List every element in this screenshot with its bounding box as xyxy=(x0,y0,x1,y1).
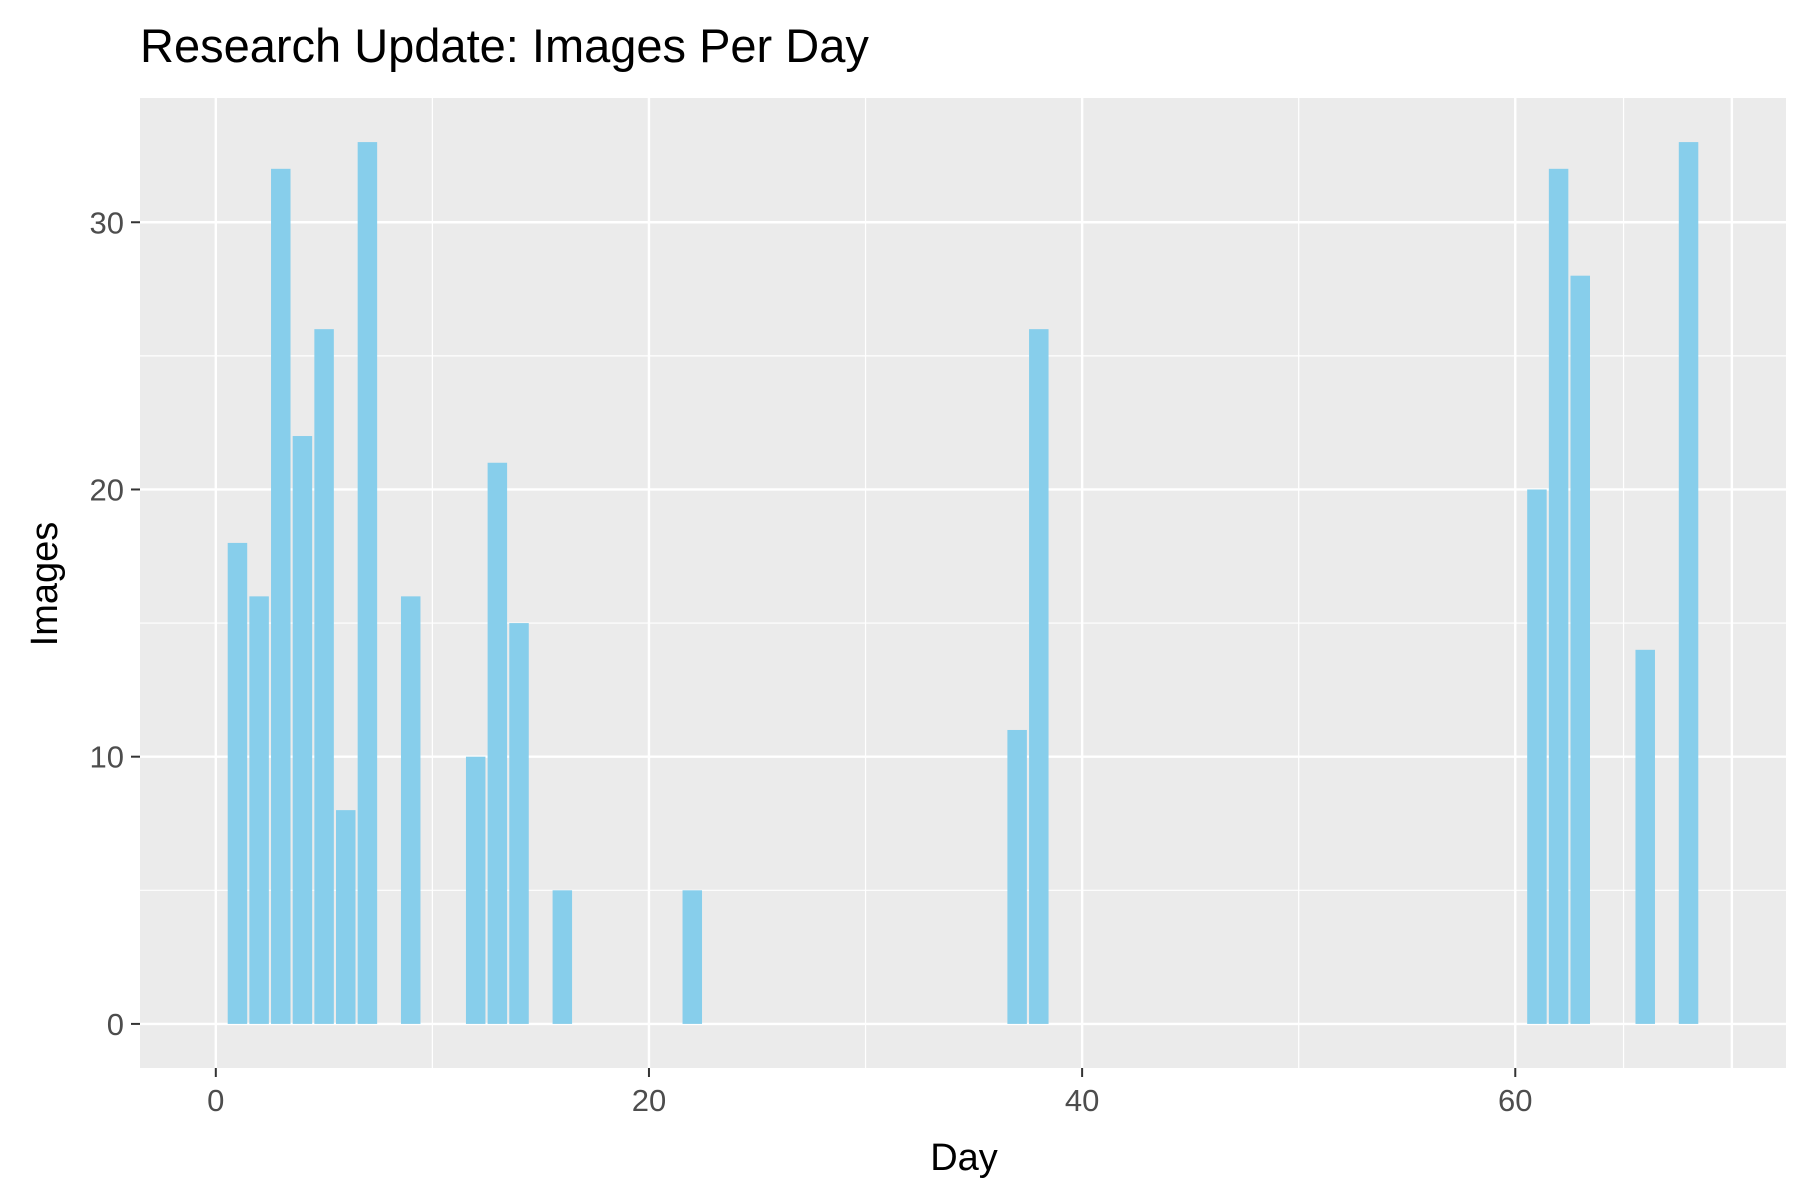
bar xyxy=(682,890,703,1024)
x-tick-label: 60 xyxy=(1498,1083,1532,1118)
gridlines xyxy=(140,98,1786,1068)
bar xyxy=(552,890,573,1024)
bar xyxy=(1570,275,1590,1024)
bar xyxy=(509,623,529,1024)
bar xyxy=(1029,329,1049,1024)
bar xyxy=(292,436,313,1024)
bar xyxy=(465,756,486,1024)
bar xyxy=(400,596,421,1024)
bar xyxy=(271,168,291,1024)
bar xyxy=(487,462,508,1024)
bar xyxy=(336,810,356,1024)
y-tick-label: 10 xyxy=(90,740,124,775)
bar xyxy=(1007,729,1027,1024)
bar xyxy=(1678,142,1699,1024)
x-axis-label: Day xyxy=(930,1137,998,1179)
y-tick-label: 30 xyxy=(90,205,124,240)
bar xyxy=(314,329,334,1024)
y-axis: 0 10 20 30 xyxy=(90,205,140,1042)
bar xyxy=(1548,168,1569,1024)
y-tick-label: 20 xyxy=(90,472,124,507)
x-tick-label: 0 xyxy=(207,1083,224,1118)
chart-title: Research Update: Images Per Day xyxy=(140,19,869,72)
x-axis: 0 20 40 60 xyxy=(207,1068,1533,1118)
y-tick-label: 0 xyxy=(107,1007,124,1042)
bars xyxy=(227,142,1699,1024)
bar xyxy=(1635,649,1655,1024)
y-axis-label: Images xyxy=(24,522,66,647)
bar xyxy=(249,596,269,1024)
bar xyxy=(1527,489,1547,1024)
x-tick-label: 20 xyxy=(632,1083,666,1118)
bar xyxy=(227,542,248,1024)
bar xyxy=(357,142,378,1024)
x-tick-label: 40 xyxy=(1065,1083,1099,1118)
